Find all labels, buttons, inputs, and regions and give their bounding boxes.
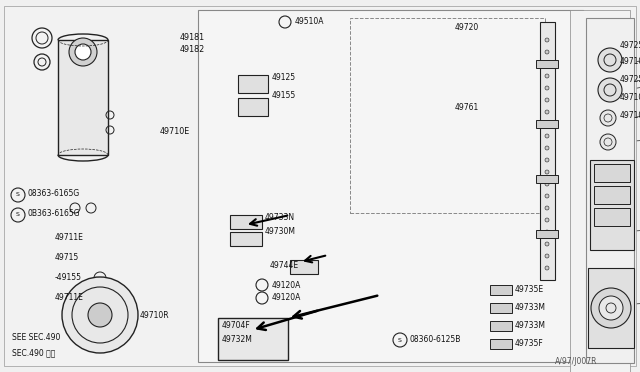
Text: 49725M: 49725M bbox=[620, 76, 640, 84]
Text: 49510A: 49510A bbox=[295, 17, 324, 26]
Circle shape bbox=[545, 74, 549, 78]
Circle shape bbox=[545, 50, 549, 54]
Bar bbox=[198, 10, 583, 362]
Text: 49733M: 49733M bbox=[515, 321, 546, 330]
Circle shape bbox=[545, 158, 549, 162]
Circle shape bbox=[545, 86, 549, 90]
Text: 49710J: 49710J bbox=[620, 58, 640, 67]
Circle shape bbox=[545, 146, 549, 150]
Text: 49182: 49182 bbox=[180, 45, 205, 55]
Circle shape bbox=[545, 122, 549, 126]
Circle shape bbox=[600, 134, 616, 150]
Text: S: S bbox=[16, 212, 20, 218]
Text: 49735F: 49735F bbox=[515, 340, 544, 349]
Text: 49733N: 49733N bbox=[265, 214, 295, 222]
Circle shape bbox=[545, 110, 549, 114]
Circle shape bbox=[545, 38, 549, 42]
Bar bbox=[590, 160, 634, 250]
Circle shape bbox=[545, 62, 549, 66]
Bar bbox=[58, 40, 108, 155]
Circle shape bbox=[545, 206, 549, 210]
Bar bbox=[536, 60, 558, 68]
Bar bbox=[490, 303, 512, 313]
Text: 49710J: 49710J bbox=[620, 110, 640, 119]
Circle shape bbox=[88, 303, 112, 327]
Text: S: S bbox=[398, 337, 402, 343]
Bar bbox=[594, 186, 630, 204]
Circle shape bbox=[600, 110, 616, 126]
Circle shape bbox=[545, 266, 549, 270]
Circle shape bbox=[598, 48, 622, 72]
Circle shape bbox=[600, 297, 616, 313]
Circle shape bbox=[545, 170, 549, 174]
Circle shape bbox=[75, 44, 91, 60]
Circle shape bbox=[545, 242, 549, 246]
Text: 0B363-6165G: 0B363-6165G bbox=[28, 208, 81, 218]
Circle shape bbox=[545, 194, 549, 198]
Bar bbox=[218, 318, 288, 360]
Text: 49120A: 49120A bbox=[272, 294, 301, 302]
Text: A/97/J007R: A/97/J007R bbox=[555, 357, 598, 366]
Bar bbox=[536, 175, 558, 183]
Circle shape bbox=[545, 230, 549, 234]
Circle shape bbox=[545, 98, 549, 102]
Circle shape bbox=[598, 78, 622, 102]
Text: 49155: 49155 bbox=[272, 92, 296, 100]
Text: 49710J: 49710J bbox=[620, 93, 640, 103]
Bar bbox=[586, 18, 634, 363]
Text: SEC.490 参照: SEC.490 参照 bbox=[12, 349, 56, 357]
Circle shape bbox=[69, 38, 97, 66]
Text: 49711E: 49711E bbox=[55, 232, 84, 241]
Circle shape bbox=[62, 277, 138, 353]
Circle shape bbox=[545, 218, 549, 222]
Text: 49711E: 49711E bbox=[55, 294, 84, 302]
Circle shape bbox=[600, 224, 616, 240]
Text: 49704F: 49704F bbox=[222, 321, 251, 330]
Bar bbox=[540, 22, 555, 280]
Bar bbox=[230, 215, 262, 229]
Bar bbox=[594, 208, 630, 226]
Text: 49720: 49720 bbox=[455, 23, 479, 32]
Text: 49710E: 49710E bbox=[160, 128, 190, 137]
Circle shape bbox=[599, 296, 623, 320]
Text: 08363-6165G: 08363-6165G bbox=[28, 189, 80, 198]
Text: 49181: 49181 bbox=[180, 33, 205, 42]
Text: 49761: 49761 bbox=[455, 103, 479, 112]
Bar bbox=[490, 285, 512, 295]
Circle shape bbox=[545, 134, 549, 138]
Bar bbox=[570, 10, 630, 372]
Bar bbox=[490, 321, 512, 331]
Bar bbox=[594, 164, 630, 182]
Text: 49730M: 49730M bbox=[265, 228, 296, 237]
Text: 49744E: 49744E bbox=[270, 260, 299, 269]
Bar bbox=[536, 230, 558, 238]
Bar bbox=[536, 120, 558, 128]
Circle shape bbox=[545, 254, 549, 258]
Text: -49155: -49155 bbox=[55, 273, 82, 282]
Text: S: S bbox=[16, 192, 20, 198]
Circle shape bbox=[545, 182, 549, 186]
Circle shape bbox=[591, 288, 631, 328]
Text: 49710R: 49710R bbox=[140, 311, 170, 320]
Bar bbox=[350, 18, 545, 213]
Text: 49735E: 49735E bbox=[515, 285, 544, 295]
Bar bbox=[490, 339, 512, 349]
Text: 49725N: 49725N bbox=[620, 41, 640, 49]
Text: 49125: 49125 bbox=[272, 74, 296, 83]
Text: SEE SEC.490: SEE SEC.490 bbox=[12, 334, 60, 343]
Bar bbox=[290, 260, 318, 274]
Bar bbox=[588, 268, 634, 348]
Text: 49733M: 49733M bbox=[515, 304, 546, 312]
Bar bbox=[238, 75, 268, 93]
Text: 49120A: 49120A bbox=[272, 280, 301, 289]
Bar bbox=[238, 98, 268, 116]
Text: 49715: 49715 bbox=[55, 253, 79, 263]
Text: 08360-6125B: 08360-6125B bbox=[410, 336, 461, 344]
Bar bbox=[230, 232, 262, 246]
Text: 49732M: 49732M bbox=[222, 336, 253, 344]
